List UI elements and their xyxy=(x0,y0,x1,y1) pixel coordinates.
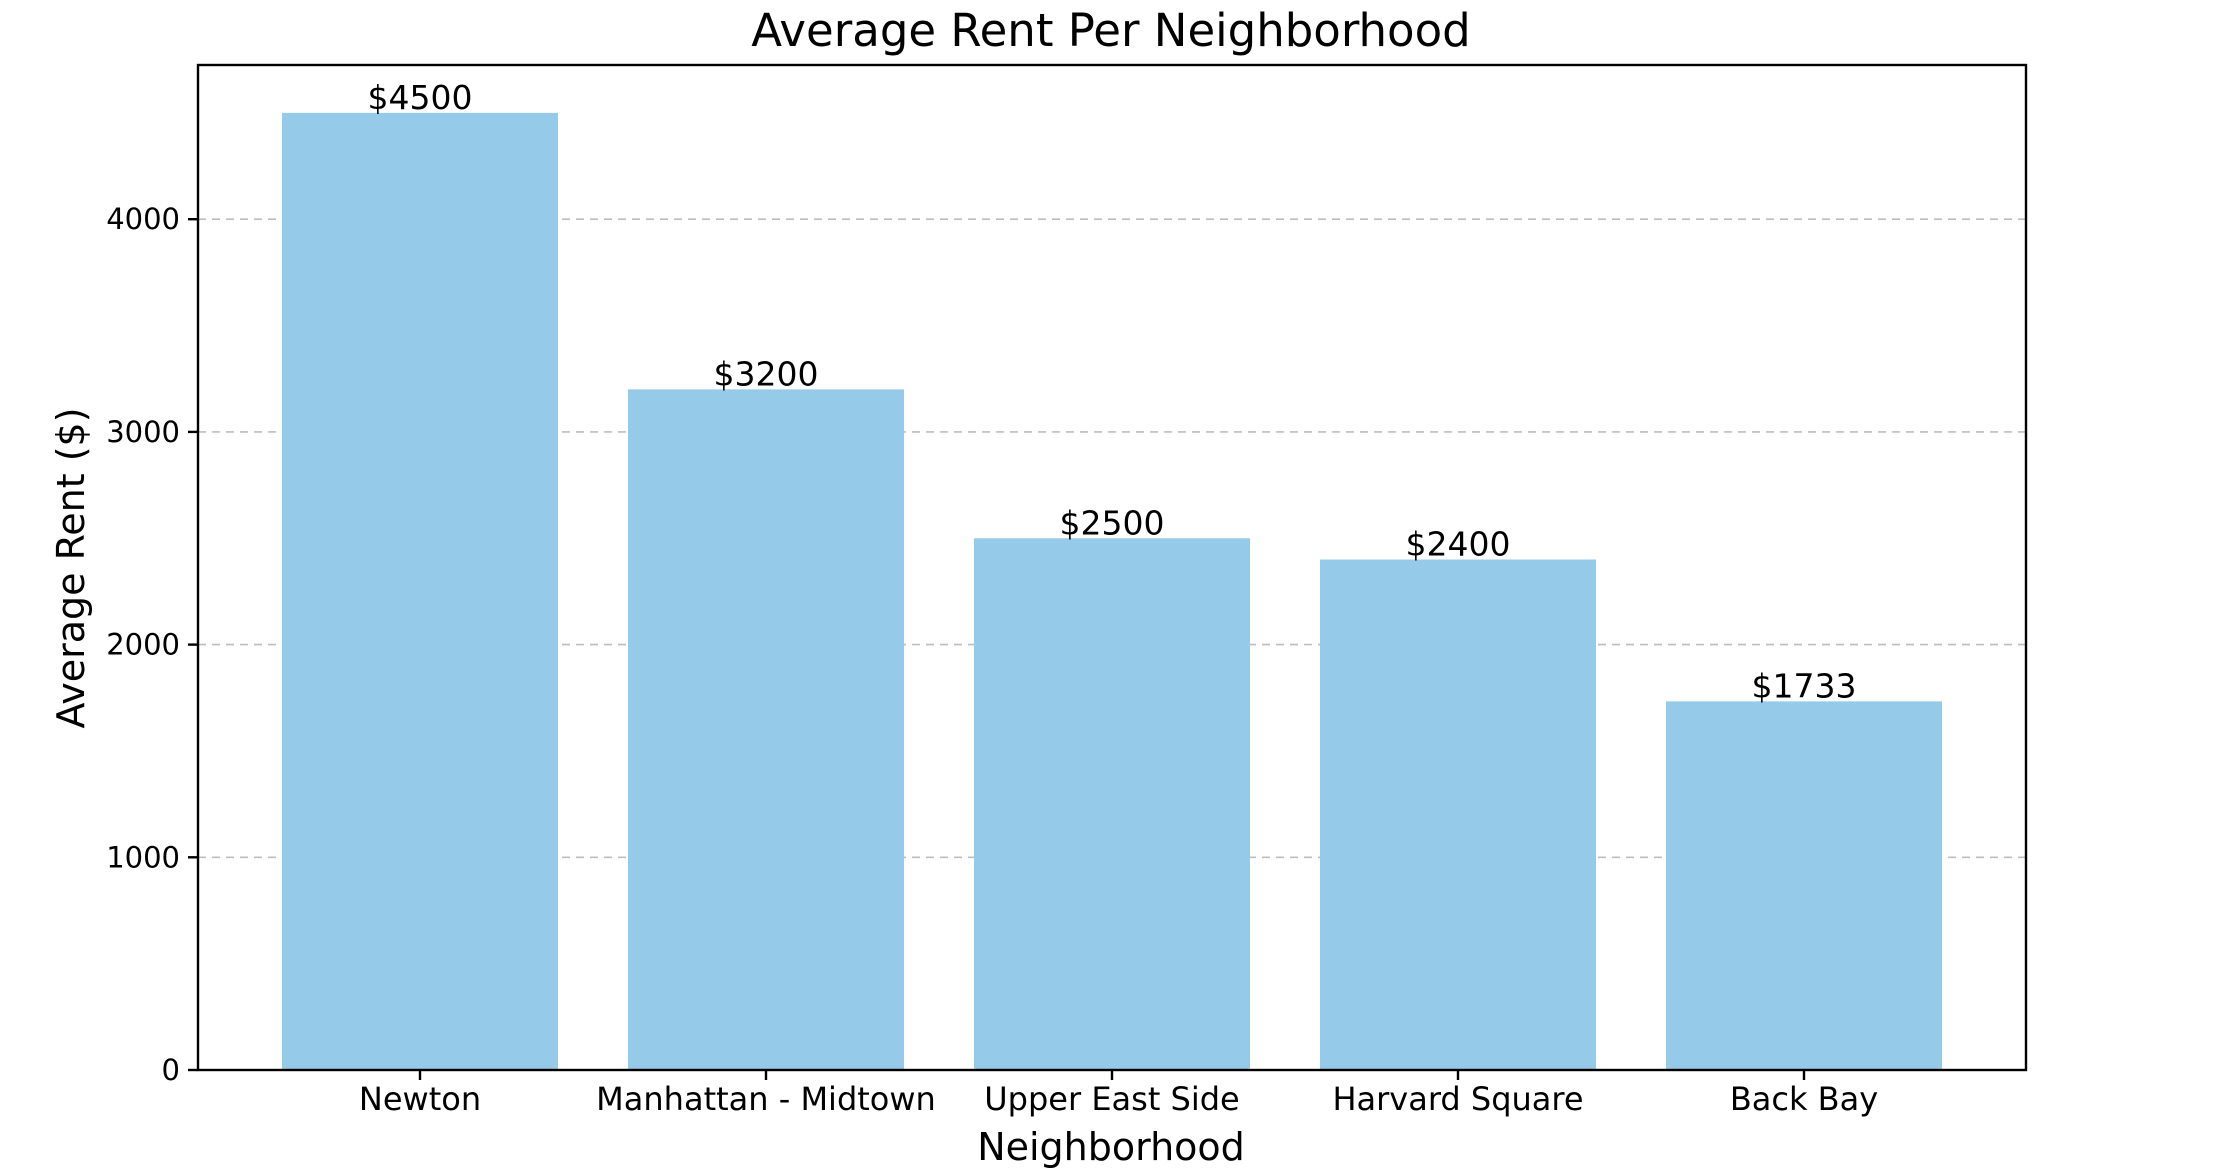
bar-value-label: $4500 xyxy=(368,78,473,117)
x-tick-label: Manhattan - Midtown xyxy=(596,1080,936,1118)
chart-title: Average Rent Per Neighborhood xyxy=(751,4,1470,57)
x-tick-label: Back Bay xyxy=(1730,1080,1878,1118)
y-tick-label: 2000 xyxy=(106,628,180,662)
bar xyxy=(628,389,904,1070)
bar-value-labels: $4500 $3200 $2500 $2400 $1733 xyxy=(368,78,1857,706)
plot-frame xyxy=(196,63,2028,1072)
x-axis-label: Neighborhood xyxy=(977,1125,1245,1168)
x-tick-label: Harvard Square xyxy=(1332,1080,1583,1118)
bars xyxy=(282,112,1942,1071)
x-axis-ticks: Newton Manhattan - Midtown Upper East Side… xyxy=(359,1070,1878,1118)
bar xyxy=(282,112,558,1071)
x-tick-label: Upper East Side xyxy=(984,1080,1239,1118)
y-axis-label: Average Rent ($) xyxy=(49,407,93,728)
bar xyxy=(974,538,1250,1070)
y-axis-ticks: 0 1000 2000 3000 4000 xyxy=(106,202,198,1087)
y-tick-label: 3000 xyxy=(106,415,180,449)
bar xyxy=(1320,559,1596,1070)
bar-value-label: $2500 xyxy=(1060,503,1165,542)
bar xyxy=(1666,701,1942,1070)
bar-value-label: $2400 xyxy=(1406,525,1511,564)
y-tick-label: 0 xyxy=(162,1053,180,1087)
bar-value-label: $1733 xyxy=(1752,666,1857,705)
y-tick-label: 1000 xyxy=(106,840,180,874)
x-tick-label: Newton xyxy=(359,1080,481,1118)
y-tick-label: 4000 xyxy=(106,202,180,236)
bar-value-label: $3200 xyxy=(714,354,819,393)
